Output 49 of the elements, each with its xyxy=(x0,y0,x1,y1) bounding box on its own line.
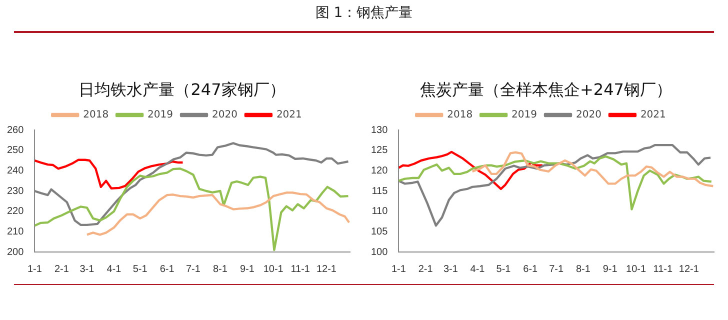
legend-label: 2018 xyxy=(83,110,109,121)
x-tick-label: 8-1 xyxy=(212,264,228,275)
legend-label: 2020 xyxy=(576,110,602,121)
legend-label: 2020 xyxy=(212,110,238,121)
x-tick-label: 8-1 xyxy=(576,264,591,275)
x-tick-label: 10-1 xyxy=(626,264,646,275)
x-tick-label: 2-1 xyxy=(54,264,70,275)
y-tick-label: 230 xyxy=(6,186,24,197)
y-tick-label: 105 xyxy=(370,226,388,238)
legend-label: 2019 xyxy=(148,110,174,121)
y-tick-label: 200 xyxy=(6,246,24,258)
y-tick-label: 260 xyxy=(6,124,24,136)
x-tick-label: 4-1 xyxy=(106,264,122,275)
y-tick-label: 250 xyxy=(6,145,24,156)
x-tick-label: 12-1 xyxy=(678,264,700,275)
legend-label: 2018 xyxy=(447,110,473,121)
legend-label: 2019 xyxy=(512,110,538,121)
y-tick-label: 115 xyxy=(372,186,388,197)
y-tick-label: 210 xyxy=(6,226,24,238)
x-tick-label: 2-1 xyxy=(418,264,434,275)
x-tick-label: 7-1 xyxy=(186,264,201,275)
chart-title: 焦炭产量（全样本焦企+247钢厂） xyxy=(419,79,673,101)
x-tick-label: 4-1 xyxy=(470,264,486,275)
y-tick-label: 240 xyxy=(6,165,24,176)
x-tick-label: 11-1 xyxy=(290,264,310,275)
x-tick-label: 1-1 xyxy=(27,264,42,275)
x-tick-label: 12-1 xyxy=(316,264,337,275)
y-tick-label: 120 xyxy=(370,165,388,176)
x-tick-label: 5-1 xyxy=(132,264,148,275)
x-tick-label: 7-1 xyxy=(549,264,564,275)
x-tick-label: 9-1 xyxy=(240,264,255,275)
caption: 图 1：钢焦产量 xyxy=(314,4,414,22)
y-tick-label: 220 xyxy=(6,206,24,218)
chart-title: 日均铁水产量（247家钢厂） xyxy=(78,79,286,101)
y-tick-label: 110 xyxy=(372,206,388,218)
x-tick-label: 6-1 xyxy=(160,264,175,275)
x-tick-label: 1-1 xyxy=(391,264,406,275)
legend-label: 2021 xyxy=(276,110,302,121)
legend-label: 2021 xyxy=(640,110,666,121)
x-tick-label: 3-1 xyxy=(80,264,95,275)
x-tick-label: 9-1 xyxy=(602,264,618,275)
x-tick-label: 10-1 xyxy=(263,264,284,275)
x-tick-label: 6-1 xyxy=(523,264,538,275)
x-tick-label: 5-1 xyxy=(496,264,512,275)
x-tick-label: 11-1 xyxy=(653,264,673,275)
y-tick-label: 125 xyxy=(370,145,388,156)
y-tick-label: 100 xyxy=(370,246,388,258)
x-tick-label: 3-1 xyxy=(443,264,458,275)
y-tick-label: 130 xyxy=(370,124,388,136)
